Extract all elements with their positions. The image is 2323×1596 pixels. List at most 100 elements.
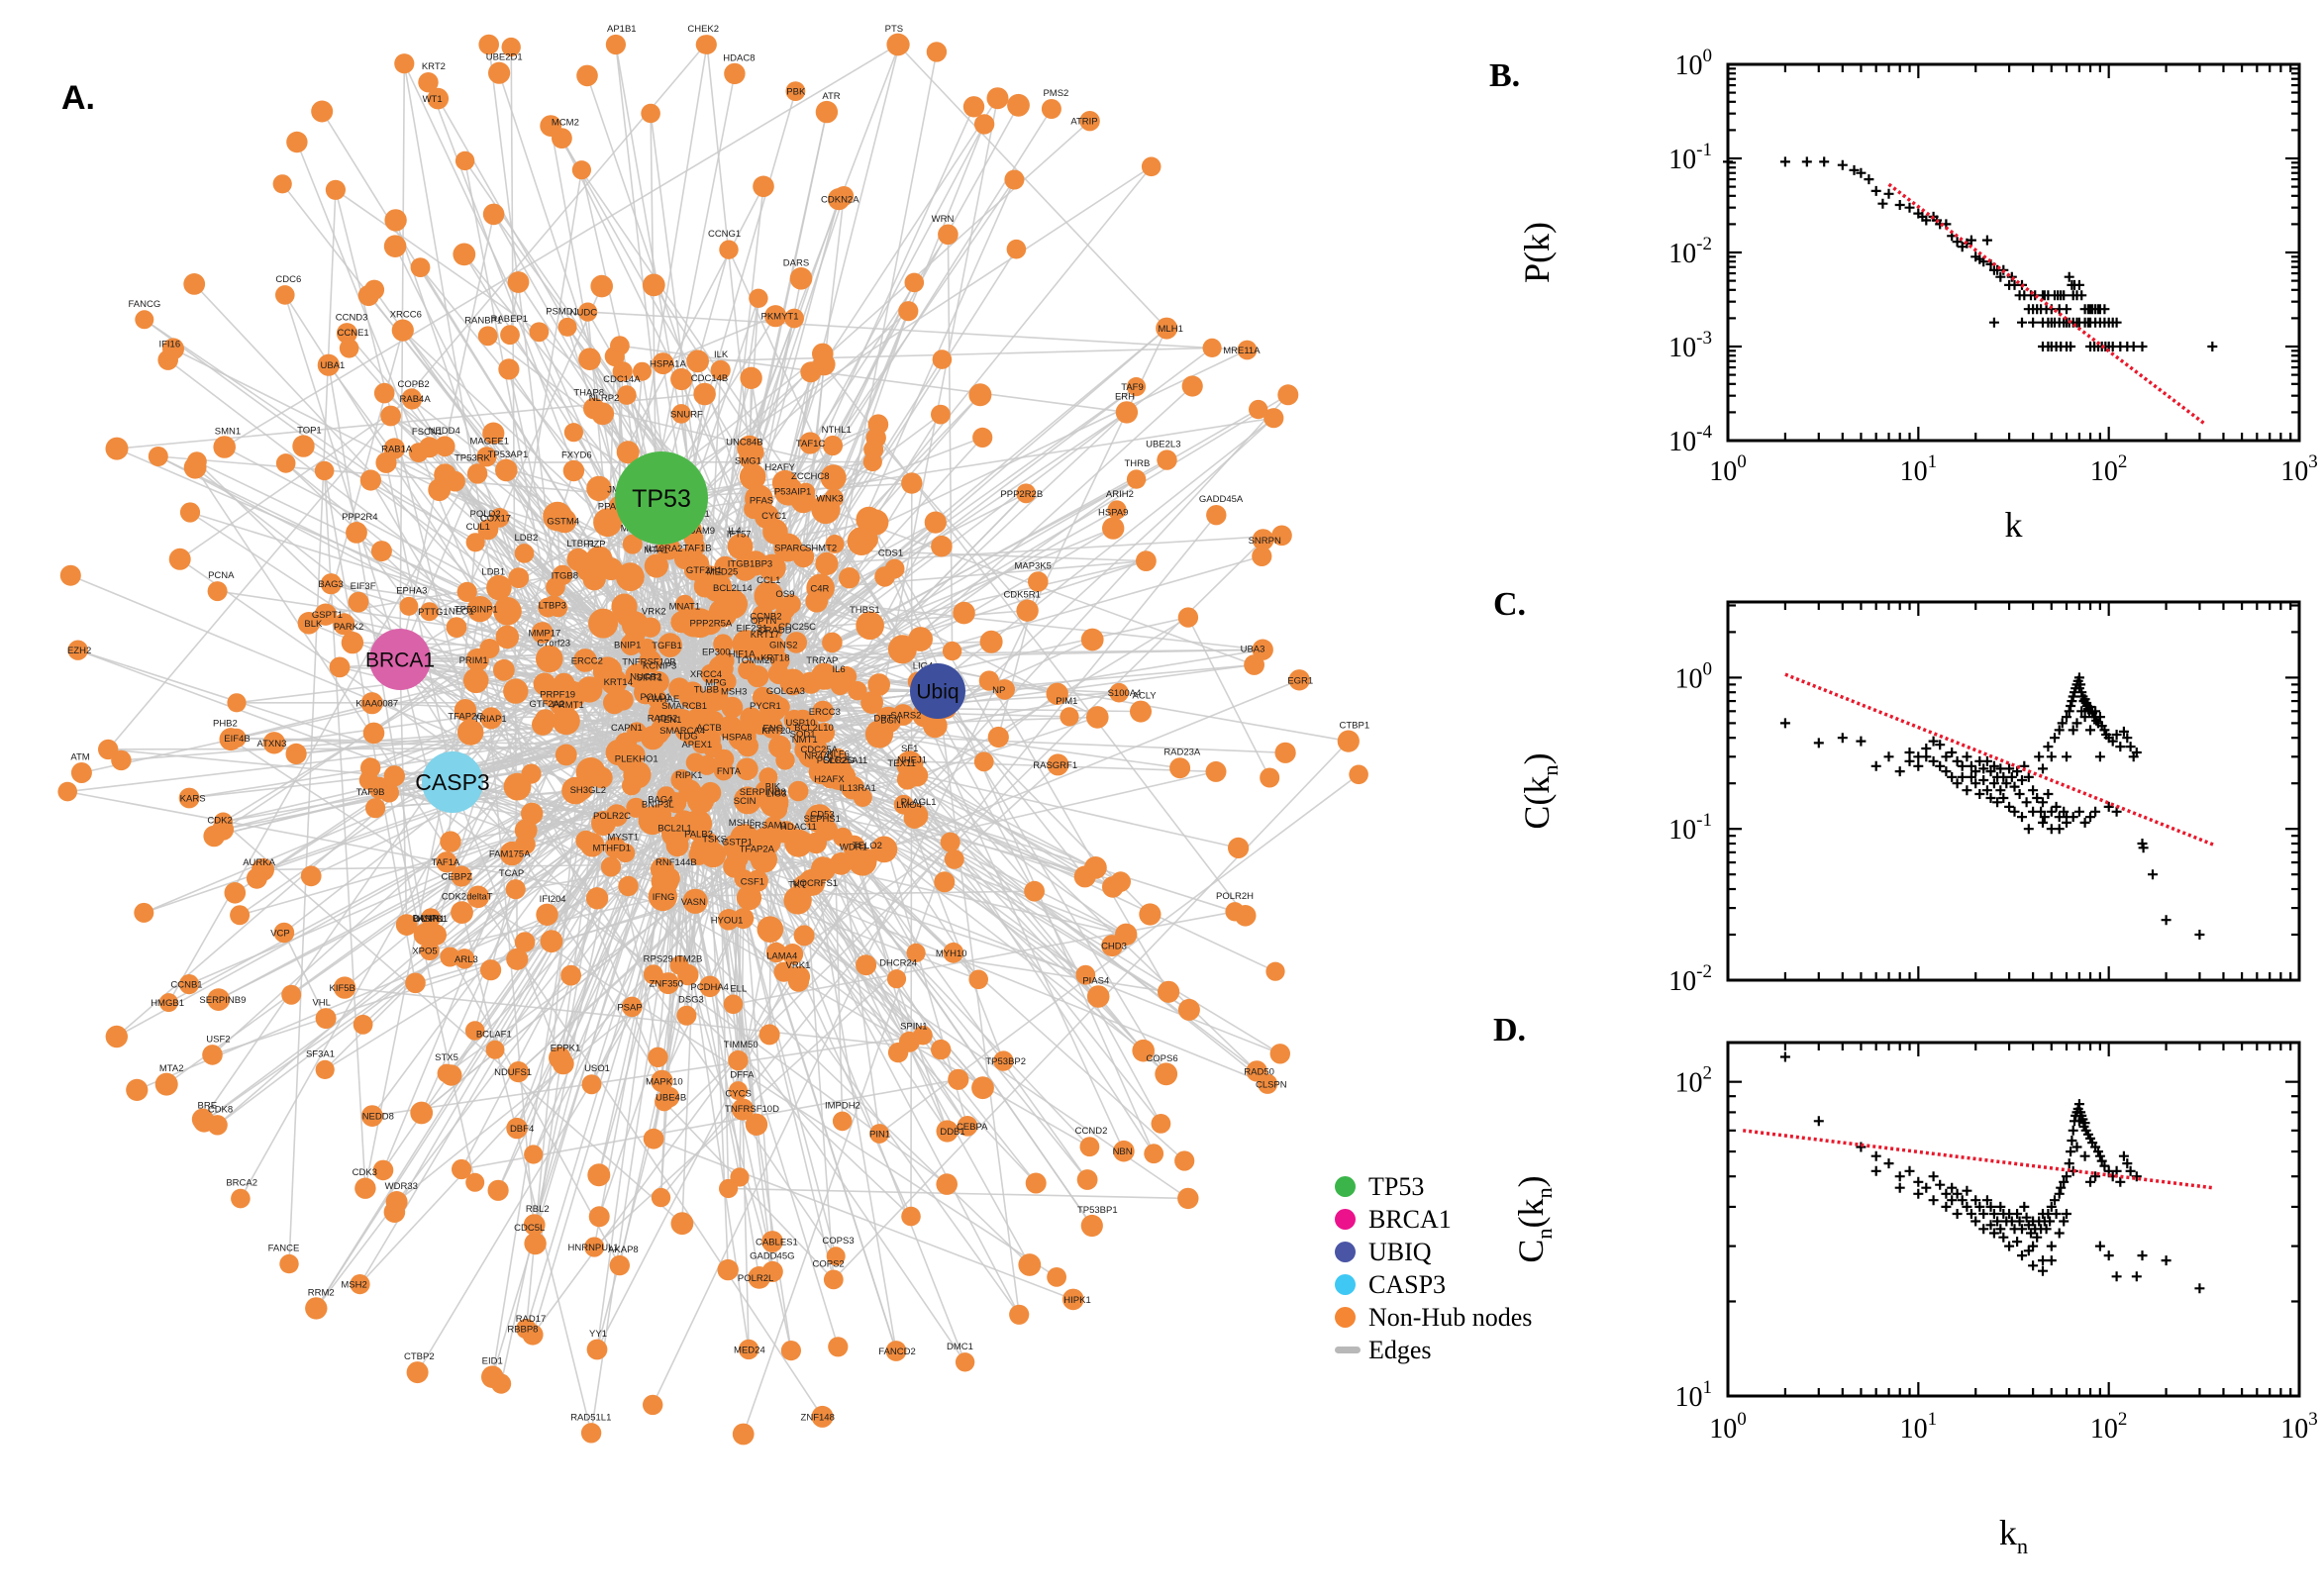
gene-label: APEX1 (681, 740, 712, 750)
network-node (923, 713, 948, 739)
network-node (616, 562, 645, 592)
gene-label: SF1 (901, 744, 918, 754)
network-node (648, 881, 678, 912)
network-node (1181, 375, 1203, 397)
gene-label: PALB2 (684, 829, 713, 840)
network-node (533, 672, 556, 696)
axis-tick-label: 102 (1675, 1063, 1713, 1099)
network-node (202, 1045, 223, 1065)
network-node (1016, 599, 1039, 622)
network-node (275, 453, 296, 473)
gene-label: SPARC (774, 544, 806, 554)
network-node (1102, 517, 1125, 540)
network-node (806, 573, 835, 603)
network-node (1177, 607, 1199, 628)
gene-label: CCNE1 (337, 328, 368, 339)
panel-label-c: C. (1493, 586, 1527, 623)
network-node (839, 567, 860, 589)
network-node (325, 179, 346, 200)
network-edge (712, 721, 966, 1363)
gene-label: TAF1C (796, 439, 826, 449)
network-node (724, 62, 746, 85)
gene-label: HDAC8 (723, 52, 755, 63)
network-node (57, 781, 77, 802)
network-node (493, 658, 515, 681)
network-node (719, 1178, 739, 1199)
gene-label: KRT17 (751, 630, 779, 641)
gene-label: ITM2B (674, 954, 702, 965)
gene-label: TAF1A (431, 857, 460, 868)
network-node (578, 302, 598, 322)
network-node (682, 888, 708, 914)
network-edge (116, 448, 659, 683)
network-node (699, 975, 721, 998)
network-node (1139, 903, 1162, 926)
gene-label: BRE (198, 1101, 218, 1112)
gene-label: SMG1 (735, 456, 761, 467)
network-node (346, 522, 367, 544)
network-node (540, 115, 562, 137)
hub-label-brca1: BRCA1 (365, 648, 435, 671)
network-node (714, 555, 737, 579)
network-node (953, 601, 975, 625)
network-node (272, 174, 292, 194)
network-node (1144, 1144, 1164, 1164)
network-node (359, 469, 381, 491)
network-node (401, 388, 422, 409)
axis-title: Cn(kn) (1511, 1175, 1557, 1262)
network-node (584, 1237, 605, 1257)
network-node (1349, 764, 1368, 785)
network-node (934, 871, 956, 893)
network-edge (665, 795, 750, 1350)
network-node (1155, 1062, 1178, 1086)
network-node (814, 722, 836, 744)
gene-label: RIPK1 (675, 770, 702, 781)
network-node (905, 764, 929, 787)
gene-label: GADD45A (1199, 494, 1244, 505)
network-node (728, 1049, 749, 1071)
gene-label: PARK2 (334, 622, 363, 633)
network-node (1004, 169, 1025, 190)
gene-label: KCNIP3 (643, 661, 676, 672)
network-edge (869, 559, 1147, 627)
panel-label-b: B. (1489, 57, 1521, 94)
network-node (749, 288, 768, 308)
network-node (421, 908, 441, 928)
gene-label: POLR2L (738, 1273, 773, 1284)
network-node (870, 836, 898, 863)
gene-label: TSKS (702, 834, 727, 845)
network-edge (196, 460, 401, 660)
gene-label: S100A4 (1108, 688, 1142, 699)
network-node (1177, 998, 1200, 1021)
network-node (785, 81, 806, 101)
network-node (644, 553, 669, 578)
gene-label: POLR2C (593, 811, 631, 822)
network-edge (676, 845, 1268, 1085)
gene-label: TRRAP (806, 655, 838, 666)
axis-tick-label: 10-2 (1668, 961, 1712, 997)
network-edge (517, 690, 939, 1073)
network-node (193, 1110, 216, 1133)
network-node (867, 414, 889, 436)
network-node (622, 775, 642, 796)
network-node (453, 243, 476, 266)
gene-label: TAF9B (356, 787, 385, 798)
network-node (477, 326, 498, 347)
network-node (105, 437, 129, 460)
network-node (383, 1201, 406, 1223)
network-node (178, 787, 200, 809)
network-node (758, 553, 786, 582)
gene-label: HSPA1A (650, 359, 686, 370)
network-edge (385, 462, 454, 783)
gene-label: EGR1 (1287, 675, 1313, 686)
network-node (780, 1341, 802, 1361)
gene-label: TP53INP1 (454, 605, 498, 616)
network-edge (452, 781, 1127, 936)
network-node (1079, 111, 1100, 132)
gene-label: RNF144B (656, 857, 697, 868)
gene-label: BCL2L14 (713, 583, 753, 594)
gene-label: CCNG1 (708, 229, 741, 240)
network-edge (491, 795, 667, 1377)
network-edge (728, 1187, 1188, 1200)
